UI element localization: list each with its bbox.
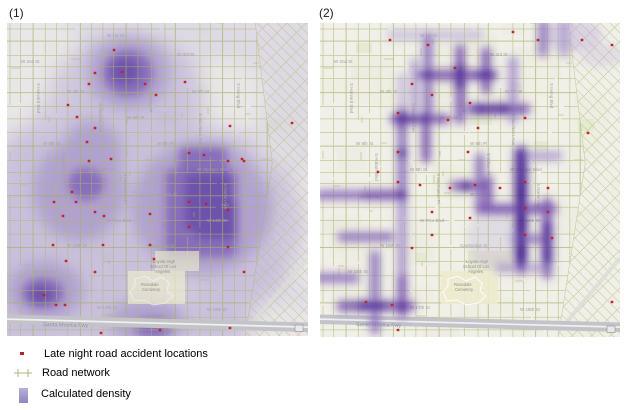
svg-text:S Irving Blvd: S Irving Blvd: [236, 83, 241, 109]
svg-text:W 5th St: W 5th St: [192, 89, 210, 94]
svg-text:S Harvard Blvd: S Harvard Blvd: [349, 83, 354, 114]
svg-text:W 18th St: W 18th St: [207, 307, 228, 312]
svg-text:Loyola High: Loyola High: [153, 259, 176, 264]
svg-text:W 9th St: W 9th St: [410, 167, 428, 172]
svg-text:W 2nd St: W 2nd St: [334, 59, 353, 64]
svg-text:W 11th St: W 11th St: [47, 194, 67, 199]
svg-text:W 8th St: W 8th St: [43, 141, 61, 146]
svg-text:S Van Ness Ave: S Van Ness Ave: [198, 113, 203, 146]
svg-text:Cambridge St: Cambridge St: [147, 243, 175, 248]
svg-text:Rosedale: Rosedale: [454, 282, 472, 287]
svg-text:W 8th Pl: W 8th Pl: [157, 141, 174, 146]
svg-text:S Harvard Blvd: S Harvard Blvd: [36, 83, 41, 114]
svg-text:Rosedale: Rosedale: [141, 282, 159, 287]
svg-text:W 4th St: W 4th St: [380, 89, 398, 94]
svg-text:S Hobart Blvd: S Hobart Blvd: [374, 153, 379, 181]
svg-text:School Of Los: School Of Los: [150, 264, 176, 269]
svg-text:Cemetery: Cemetery: [455, 287, 474, 292]
svg-text:S Manhattan Pl: S Manhattan Pl: [436, 173, 441, 204]
svg-text:S Van Ness Ave: S Van Ness Ave: [511, 113, 516, 146]
svg-text:Angeles: Angeles: [155, 269, 170, 274]
svg-text:W 3rd St: W 3rd St: [177, 52, 195, 57]
svg-text:S Norton Ave: S Norton Ave: [223, 183, 228, 210]
svg-text:W 15th St: W 15th St: [67, 243, 88, 248]
svg-text:W 15th St: W 15th St: [380, 243, 401, 248]
svg-text:W 17th St: W 17th St: [97, 305, 118, 310]
svg-text:W 6th St: W 6th St: [127, 115, 145, 120]
svg-text:School Of Los: School Of Los: [463, 264, 489, 269]
svg-text:S Irving Blvd: S Irving Blvd: [549, 83, 554, 109]
svg-text:W 4th St: W 4th St: [67, 89, 85, 94]
svg-text:W 1st St: W 1st St: [107, 33, 125, 38]
svg-text:W Olympic Blvd: W Olympic Blvd: [197, 167, 229, 172]
svg-text:S Norton Ave: S Norton Ave: [536, 183, 541, 210]
svg-text:W 18th St: W 18th St: [520, 307, 541, 312]
svg-text:S Hobart Blvd: S Hobart Blvd: [61, 153, 66, 181]
svg-text:W 3rd St: W 3rd St: [490, 52, 508, 57]
svg-text:W 17th St: W 17th St: [410, 305, 431, 310]
svg-text:Cemetery: Cemetery: [142, 287, 161, 292]
svg-text:Angeles: Angeles: [468, 269, 483, 274]
svg-text:W 16th St: W 16th St: [35, 269, 56, 274]
svg-text:W Pico Blvd: W Pico Blvd: [107, 218, 132, 223]
svg-text:W 8th St: W 8th St: [356, 141, 374, 146]
svg-text:W 2nd St: W 2nd St: [21, 59, 40, 64]
svg-text:S Wilton Pl: S Wilton Pl: [173, 153, 178, 175]
svg-text:S Wilton Pl: S Wilton Pl: [486, 153, 491, 175]
svg-text:W 9th St: W 9th St: [97, 167, 115, 172]
svg-text:W 14th St: W 14th St: [207, 218, 228, 223]
svg-text:S Western Ave: S Western Ave: [98, 103, 103, 133]
svg-text:W 8th Pl: W 8th Pl: [470, 141, 487, 146]
svg-text:S Gramercy Pl: S Gramercy Pl: [148, 83, 153, 112]
svg-text:S Manhattan Pl: S Manhattan Pl: [123, 173, 128, 204]
svg-text:W 12th St: W 12th St: [157, 192, 178, 197]
svg-text:W Pico Blvd: W Pico Blvd: [420, 218, 445, 223]
svg-text:Santa Monica Fwy: Santa Monica Fwy: [43, 322, 89, 329]
